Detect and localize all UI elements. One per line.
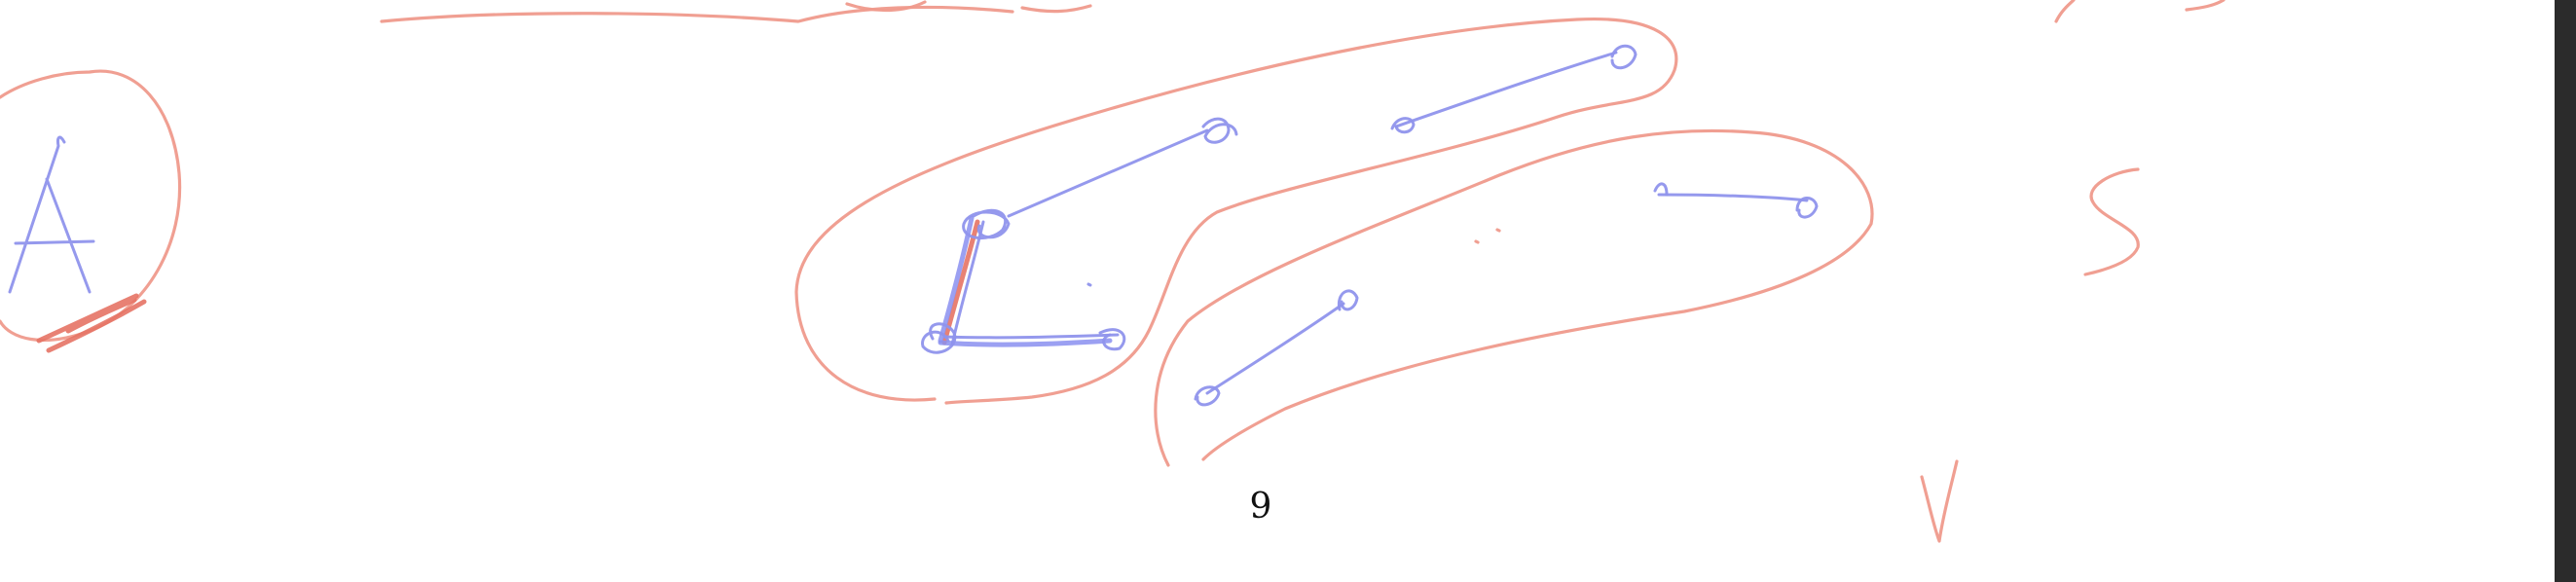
blue-l-horizontal-2: [942, 333, 1120, 340]
blue-lower-diagonal-line: [1205, 302, 1345, 395]
blue-middle-right-line: [1657, 193, 1809, 202]
red-circle-around-a: [0, 69, 182, 343]
red-dot-2: [1495, 228, 1501, 233]
red-upper-loop: [794, 17, 1678, 405]
blue-line-to-upper-node: [1007, 128, 1209, 218]
blue-middle-right-node-left: [1653, 182, 1669, 197]
red-letter-s: [2083, 167, 2140, 276]
blue-top-right-node-right: [1610, 44, 1638, 70]
page-number: 9: [1249, 487, 1272, 527]
blue-node-scribble-top: [962, 208, 1011, 240]
red-letter-v: [1920, 459, 1959, 543]
red-scribble-under-a: [36, 293, 147, 353]
blue-upper-node: [1201, 117, 1238, 144]
blue-letter-a: [8, 135, 95, 294]
red-l-stroke: [941, 219, 980, 346]
viewer-edge-strip: [2555, 0, 2576, 582]
blue-node-scribble-right: [1098, 328, 1126, 351]
blue-l-vertical-2: [950, 220, 985, 346]
red-top-curl: [845, 0, 1092, 14]
red-lower-loop: [1154, 128, 1874, 467]
blue-top-right-line: [1394, 51, 1618, 128]
red-top-line: [380, 5, 1014, 23]
blue-middle-right-node-right: [1795, 197, 1819, 219]
red-dot-1: [1474, 239, 1480, 244]
blue-l-horizontal: [938, 338, 1113, 347]
blue-node-scribble-bottom: [921, 322, 957, 354]
blue-dot: [1086, 282, 1092, 287]
red-top-right-marks: [2054, 0, 2226, 23]
blue-top-right-node-left: [1390, 117, 1416, 134]
blue-lower-node-left: [1194, 385, 1221, 407]
blue-lower-node-right: [1337, 289, 1359, 311]
